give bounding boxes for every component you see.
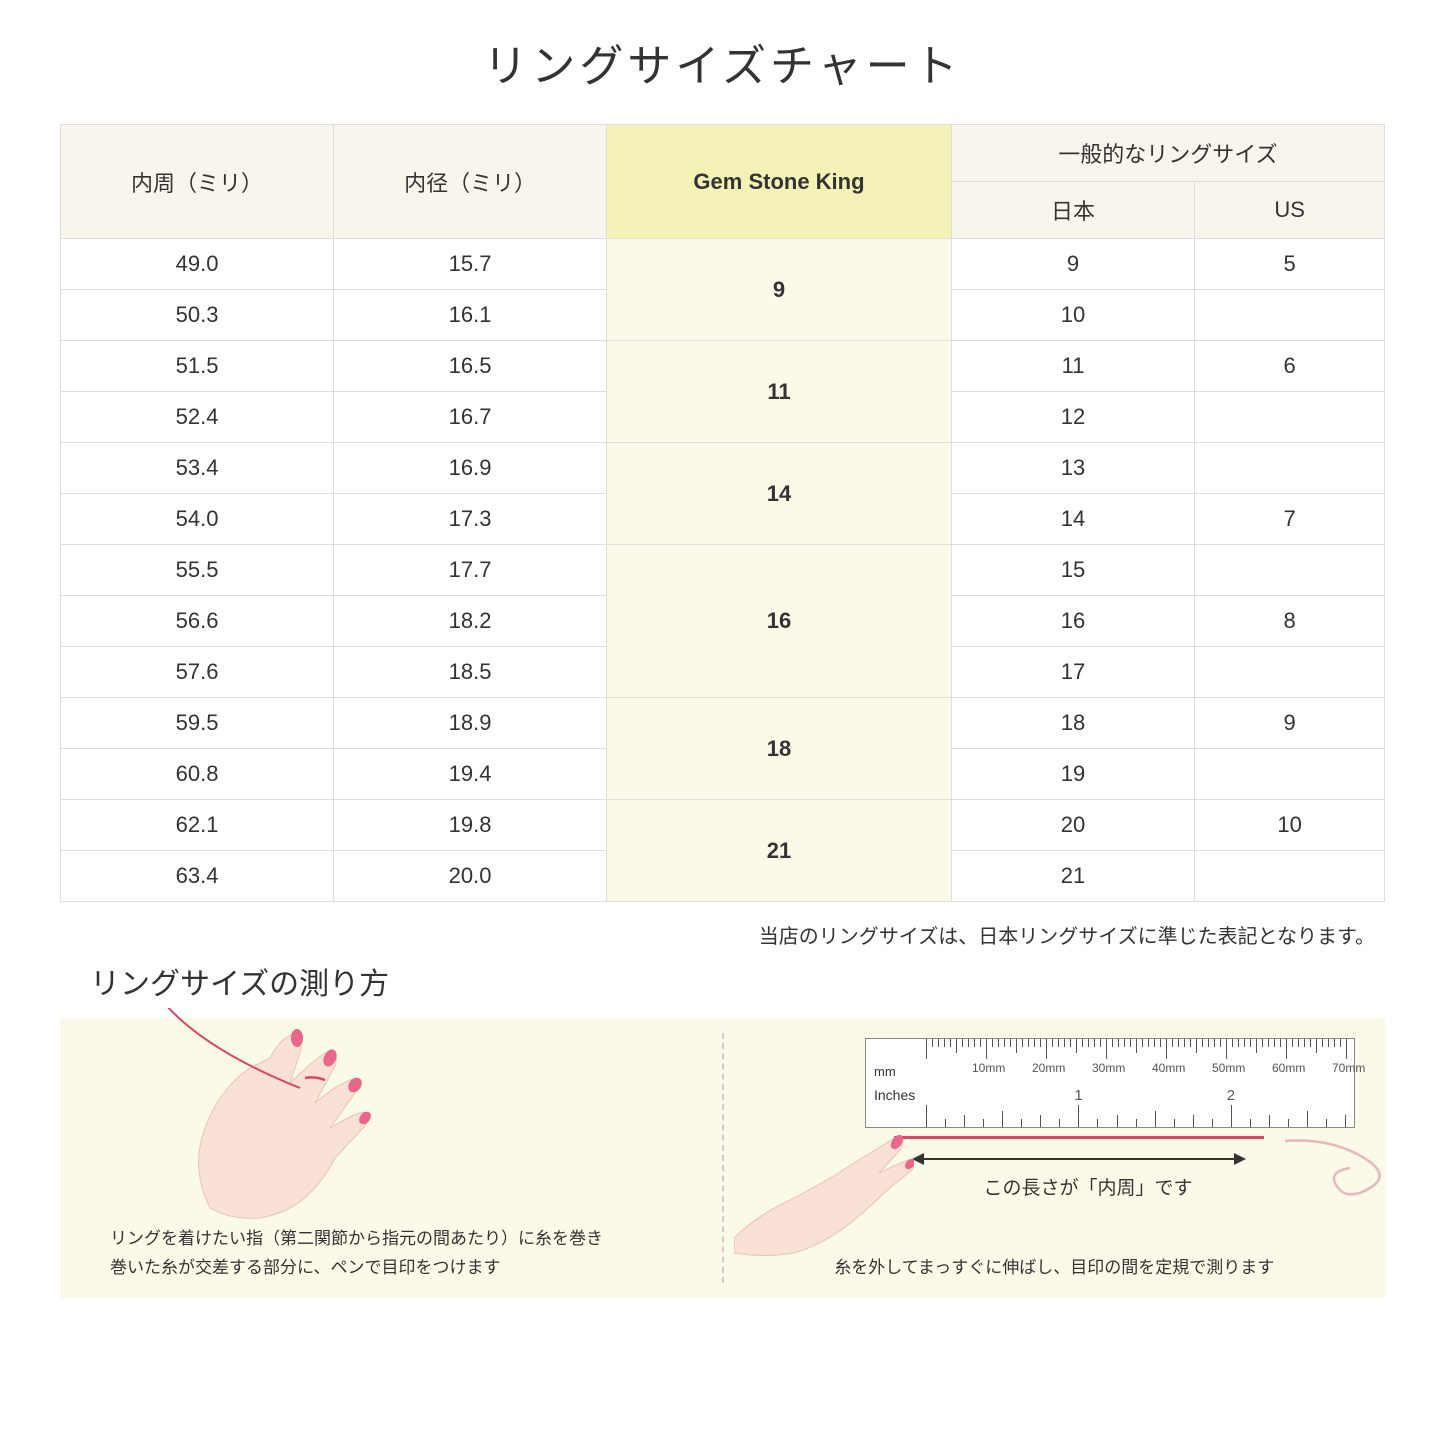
- hand-measure-illustration: [734, 1118, 914, 1258]
- table-row: 62.119.8212010: [61, 800, 1385, 851]
- ruler-mm-label: mm: [874, 1064, 896, 1079]
- cell-circumference: 63.4: [61, 851, 334, 902]
- cell-diameter: 16.9: [334, 443, 607, 494]
- cell-diameter: 18.2: [334, 596, 607, 647]
- cell-japan: 18: [951, 698, 1194, 749]
- howto-left-panel: リングを着けたい指（第二関節から指元の間あたり）に糸を巻き 巻いた糸が交差する部…: [60, 1018, 722, 1298]
- table-row: 59.518.918189: [61, 698, 1385, 749]
- ring-size-table: 内周（ミリ） 内径（ミリ） Gem Stone King 一般的なリングサイズ …: [60, 124, 1385, 902]
- cell-diameter: 19.4: [334, 749, 607, 800]
- howto-section: リングを着けたい指（第二関節から指元の間あたり）に糸を巻き 巻いた糸が交差する部…: [60, 1018, 1385, 1298]
- cell-japan: 19: [951, 749, 1194, 800]
- cell-gsk: 11: [607, 341, 952, 443]
- th-common: 一般的なリングサイズ: [951, 125, 1384, 182]
- cell-diameter: 16.7: [334, 392, 607, 443]
- cell-diameter: 18.5: [334, 647, 607, 698]
- cell-diameter: 20.0: [334, 851, 607, 902]
- cell-japan: 21: [951, 851, 1194, 902]
- cell-us: 5: [1195, 239, 1385, 290]
- th-gsk: Gem Stone King: [607, 125, 952, 239]
- cell-japan: 12: [951, 392, 1194, 443]
- table-row: 49.015.7995: [61, 239, 1385, 290]
- cell-circumference: 56.6: [61, 596, 334, 647]
- cell-gsk: 14: [607, 443, 952, 545]
- howto-title: リングサイズの測り方: [90, 959, 1385, 1003]
- th-japan: 日本: [951, 182, 1194, 239]
- cell-circumference: 51.5: [61, 341, 334, 392]
- table-row: 51.516.511116: [61, 341, 1385, 392]
- cell-gsk: 21: [607, 800, 952, 902]
- cell-circumference: 59.5: [61, 698, 334, 749]
- cell-gsk: 18: [607, 698, 952, 800]
- cell-us: 9: [1195, 698, 1385, 749]
- ruler-illustration: mm Inches 10mm20mm30mm40mm50mm60mm70mm12: [865, 1038, 1355, 1128]
- thread-line: [894, 1136, 1264, 1139]
- length-label: この長さが「内周」です: [984, 1173, 1193, 1200]
- cell-us: [1195, 392, 1385, 443]
- th-diameter: 内径（ミリ）: [334, 125, 607, 239]
- cell-circumference: 50.3: [61, 290, 334, 341]
- cell-us: 6: [1195, 341, 1385, 392]
- cell-circumference: 53.4: [61, 443, 334, 494]
- cell-us: [1195, 851, 1385, 902]
- cell-diameter: 16.1: [334, 290, 607, 341]
- cell-circumference: 62.1: [61, 800, 334, 851]
- thread-curl: [1285, 1133, 1405, 1213]
- cell-us: [1195, 290, 1385, 341]
- cell-diameter: 15.7: [334, 239, 607, 290]
- cell-japan: 15: [951, 545, 1194, 596]
- cell-japan: 10: [951, 290, 1194, 341]
- howto-right-panel: mm Inches 10mm20mm30mm40mm50mm60mm70mm12…: [724, 1018, 1386, 1298]
- cell-us: 7: [1195, 494, 1385, 545]
- cell-circumference: 52.4: [61, 392, 334, 443]
- ruler-in-label: Inches: [874, 1087, 915, 1103]
- note-text: 当店のリングサイズは、日本リングサイズに準じた表記となります。: [60, 920, 1385, 949]
- cell-japan: 11: [951, 341, 1194, 392]
- howto-right-text: 糸を外してまっすぐに伸ばし、目印の間を定規で測ります: [724, 1254, 1386, 1283]
- cell-japan: 9: [951, 239, 1194, 290]
- cell-japan: 16: [951, 596, 1194, 647]
- cell-us: [1195, 647, 1385, 698]
- cell-circumference: 57.6: [61, 647, 334, 698]
- table-row: 55.517.71615: [61, 545, 1385, 596]
- cell-us: 8: [1195, 596, 1385, 647]
- cell-gsk: 9: [607, 239, 952, 341]
- cell-diameter: 18.9: [334, 698, 607, 749]
- cell-japan: 20: [951, 800, 1194, 851]
- cell-diameter: 17.3: [334, 494, 607, 545]
- cell-diameter: 19.8: [334, 800, 607, 851]
- cell-circumference: 54.0: [61, 494, 334, 545]
- cell-diameter: 17.7: [334, 545, 607, 596]
- th-us: US: [1195, 182, 1385, 239]
- cell-circumference: 49.0: [61, 239, 334, 290]
- cell-us: 10: [1195, 800, 1385, 851]
- howto-left-text: リングを着けたい指（第二関節から指元の間あたり）に糸を巻き 巻いた糸が交差する部…: [110, 1225, 702, 1283]
- cell-japan: 17: [951, 647, 1194, 698]
- length-arrow: [914, 1158, 1244, 1160]
- page-title: リングサイズチャート: [60, 30, 1385, 94]
- cell-gsk: 16: [607, 545, 952, 698]
- cell-circumference: 60.8: [61, 749, 334, 800]
- table-row: 53.416.91413: [61, 443, 1385, 494]
- hand-wrap-illustration: [150, 1008, 430, 1228]
- cell-circumference: 55.5: [61, 545, 334, 596]
- cell-japan: 13: [951, 443, 1194, 494]
- cell-us: [1195, 749, 1385, 800]
- cell-us: [1195, 545, 1385, 596]
- cell-japan: 14: [951, 494, 1194, 545]
- th-circumference: 内周（ミリ）: [61, 125, 334, 239]
- cell-us: [1195, 443, 1385, 494]
- cell-diameter: 16.5: [334, 341, 607, 392]
